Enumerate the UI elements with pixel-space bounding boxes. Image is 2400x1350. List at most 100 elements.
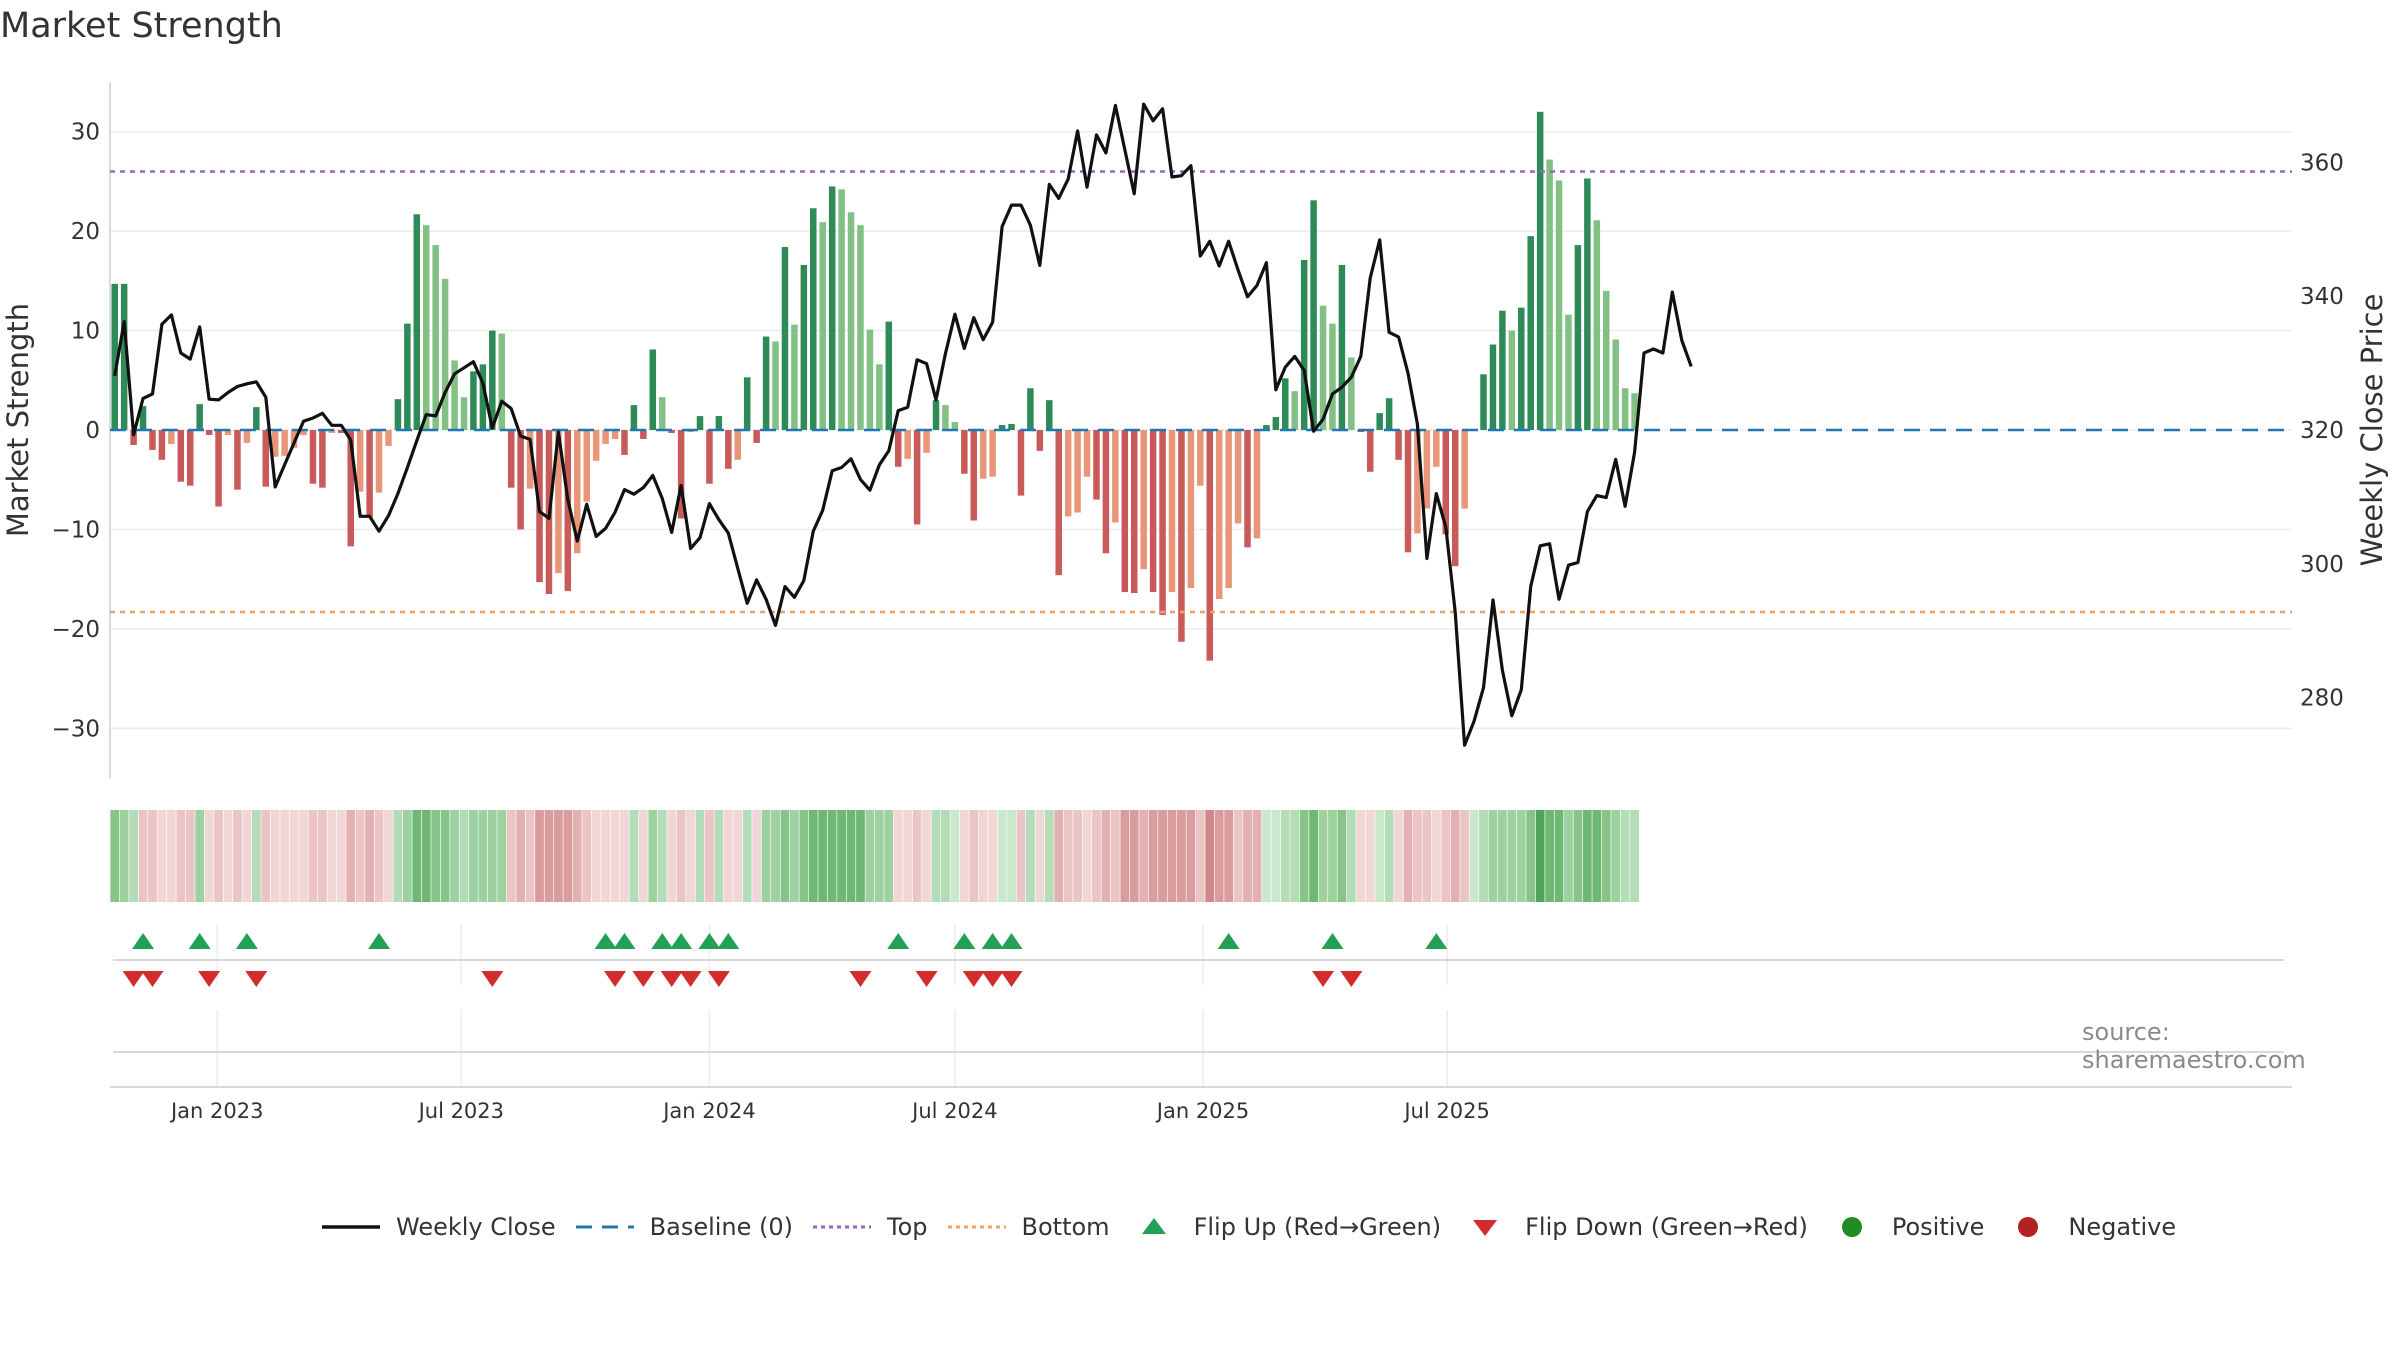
reference-lines xyxy=(110,170,2292,614)
strength-bar xyxy=(1536,111,1544,430)
heat-cell xyxy=(554,810,563,902)
heat-cell xyxy=(365,810,374,902)
right-tick-label: 340 xyxy=(2300,284,2344,310)
strength-bar xyxy=(932,400,940,430)
heat-cell xyxy=(1195,810,1205,902)
flip-up-marker xyxy=(1425,933,1448,949)
heat-cell xyxy=(497,810,507,902)
flip-down-marker xyxy=(981,971,1004,987)
legend-label: Bottom xyxy=(1021,1213,1110,1241)
right-tick-label: 280 xyxy=(2300,686,2344,712)
strength-bar xyxy=(1121,430,1129,593)
flip-up-marker xyxy=(594,933,617,949)
strength-bar xyxy=(1074,430,1081,513)
heat-cell xyxy=(299,810,308,902)
heat-cell xyxy=(280,810,290,902)
strength-bar xyxy=(1187,430,1195,589)
strength-bar xyxy=(413,214,421,430)
strength-bar xyxy=(1130,430,1138,594)
heat-cell xyxy=(941,810,950,902)
heat-cell xyxy=(1328,810,1337,902)
strength-bar xyxy=(120,283,128,430)
strength-bar xyxy=(743,377,751,430)
legend-top: Top xyxy=(811,1213,928,1241)
strength-bar xyxy=(828,186,836,430)
heat-cell xyxy=(959,810,969,902)
legend-label: Flip Up (Red→Green) xyxy=(1193,1213,1442,1241)
strength-bar xyxy=(1329,323,1336,430)
heat-cell xyxy=(1309,810,1318,902)
heat-cell xyxy=(808,810,818,902)
date-tick-label: Jul 2025 xyxy=(1402,1099,1489,1123)
heat-cell xyxy=(223,810,233,902)
heat-cell xyxy=(110,810,120,902)
legend: Weekly Close Baseline (0) Top Bottom Fli… xyxy=(320,1210,2194,1244)
right-axis-ticks: 360 340 320 300 280 xyxy=(2300,150,2344,711)
legend-bottom: Bottom xyxy=(946,1213,1110,1241)
heat-cell xyxy=(327,810,337,902)
strength-bar xyxy=(168,430,175,444)
heat-cell xyxy=(874,810,884,902)
heat-cell xyxy=(1507,810,1517,902)
flip-up-marker xyxy=(1000,933,1023,949)
heat-cell xyxy=(733,810,743,902)
heat-cell xyxy=(176,810,186,902)
flip-down-marker xyxy=(122,971,145,987)
strength-bar xyxy=(1263,425,1270,430)
strength-bar xyxy=(1621,388,1629,430)
positive-swatch xyxy=(1841,1217,1862,1237)
flip-down-marker xyxy=(1312,971,1335,987)
weekly-close-line xyxy=(113,102,1693,747)
heat-cell xyxy=(922,810,931,902)
heat-cell xyxy=(657,810,667,902)
strength-bar xyxy=(234,430,241,490)
strength-bar xyxy=(1244,430,1251,548)
heat-cell xyxy=(1346,810,1356,902)
heat-cell xyxy=(1601,810,1611,902)
heat-cell xyxy=(308,810,318,902)
strength-bar xyxy=(1574,245,1582,430)
strength-bar xyxy=(942,405,949,430)
chart-title: Market Strength xyxy=(0,6,283,46)
strength-bar xyxy=(460,397,468,430)
heat-cell xyxy=(270,810,280,902)
heat-cell xyxy=(1101,810,1111,902)
strength-bar xyxy=(139,406,147,430)
heat-cell xyxy=(450,810,459,902)
strength-bar xyxy=(253,407,260,430)
heat-cell xyxy=(1262,810,1271,902)
legend-label: Top xyxy=(887,1213,928,1241)
heat-cell xyxy=(686,810,695,902)
left-tick-label: −20 xyxy=(51,617,100,643)
strength-bars xyxy=(111,111,1638,661)
strength-bar xyxy=(470,371,477,430)
strength-bar xyxy=(205,430,213,435)
strength-bar xyxy=(866,329,874,430)
heat-cell xyxy=(478,810,488,902)
heat-cell xyxy=(884,810,894,902)
flip-up-marker xyxy=(1321,933,1344,949)
heat-cell xyxy=(846,810,856,902)
strength-bar xyxy=(319,430,326,488)
heat-cell xyxy=(1092,810,1101,902)
strength-bar xyxy=(300,430,307,435)
heat-cell xyxy=(827,810,837,902)
strength-bar xyxy=(876,364,883,430)
strength-bar xyxy=(658,397,666,430)
strength-bar xyxy=(1480,374,1487,430)
heat-cell xyxy=(1394,810,1403,902)
heat-cell xyxy=(544,810,554,902)
strength-bar xyxy=(1046,400,1053,430)
flip-down-marker xyxy=(1000,971,1023,987)
heat-cell xyxy=(790,810,799,902)
strength-bar xyxy=(1631,393,1638,430)
strength-bar xyxy=(621,430,628,455)
heat-cell xyxy=(648,810,658,902)
flip-up-marker xyxy=(698,933,721,949)
date-tick-label: Jul 2024 xyxy=(910,1099,997,1123)
strength-bar xyxy=(1593,220,1601,430)
axis-lines xyxy=(109,82,2292,1088)
strength-bar xyxy=(555,430,562,574)
strength-bar xyxy=(1159,430,1166,615)
strength-bar xyxy=(800,264,808,430)
